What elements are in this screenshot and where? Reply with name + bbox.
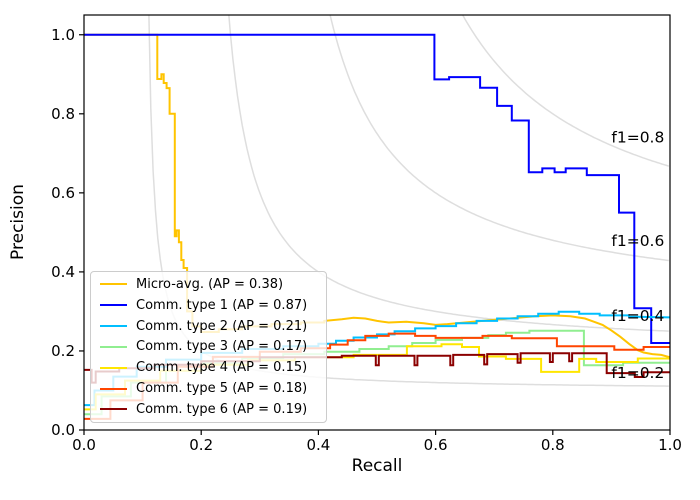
legend-item: Micro-avg. (AP = 0.38) [91,274,326,294]
y-tick-label: 0.0 [51,421,75,439]
x-tick-label: 0.0 [72,436,96,454]
axes-spines [83,14,671,431]
legend-label: Comm. type 6 (AP = 0.19) [136,401,308,417]
legend-line-swatch [100,283,127,286]
x-tick-label: 1.0 [658,436,682,454]
legend-item: Comm. type 5 (AP = 0.18) [91,379,326,399]
legend-label: Comm. type 5 (AP = 0.18) [136,381,308,397]
y-tick-label: 0.2 [51,342,75,360]
legend-line-swatch [100,325,127,328]
legend-line-swatch [100,387,127,390]
legend-line-swatch [100,408,127,411]
x-tick-label: 0.4 [306,436,330,454]
legend: Micro-avg. (AP = 0.38) Comm. type 1 (AP … [90,271,327,423]
y-tick-label: 0.4 [51,263,75,281]
iso-f1-curve [329,15,669,262]
legend-item: Comm. type 6 (AP = 0.19) [91,399,326,419]
iso-f1-curve [228,15,669,332]
legend-label: Comm. type 4 (AP = 0.15) [136,360,308,376]
legend-line-swatch [100,345,127,348]
legend-line-swatch [100,366,127,369]
iso-f1-annotation: f1=0.2 [611,364,664,382]
x-tick-label: 0.2 [189,436,213,454]
legend-label: Comm. type 2 (AP = 0.21) [136,318,308,334]
legend-item: Comm. type 2 (AP = 0.21) [91,316,326,336]
x-tick-label: 0.8 [541,436,565,454]
iso-f1-annotation: f1=0.6 [611,232,664,250]
y-tick-label: 0.6 [51,184,75,202]
legend-label: Micro-avg. (AP = 0.38) [136,276,284,292]
y-tick-label: 0.8 [51,105,75,123]
legend-item: Comm. type 4 (AP = 0.15) [91,358,326,378]
x-tick-label: 0.6 [424,436,448,454]
iso-f1-annotation: f1=0.8 [611,128,664,146]
series-line-comm-type-1 [84,33,670,344]
iso-f1-annotation: f1=0.4 [611,307,664,325]
y-tick-label: 1.0 [51,26,75,44]
legend-label: Comm. type 1 (AP = 0.87) [136,297,308,313]
legend-item: Comm. type 1 (AP = 0.87) [91,295,326,315]
x-axis-label: Recall [351,456,403,476]
y-axis-label: Precision [8,184,28,260]
iso-f1-curve [461,15,670,167]
legend-line-swatch [100,304,127,307]
legend-item: Comm. type 3 (AP = 0.17) [91,337,326,357]
legend-label: Comm. type 3 (AP = 0.17) [136,339,308,355]
